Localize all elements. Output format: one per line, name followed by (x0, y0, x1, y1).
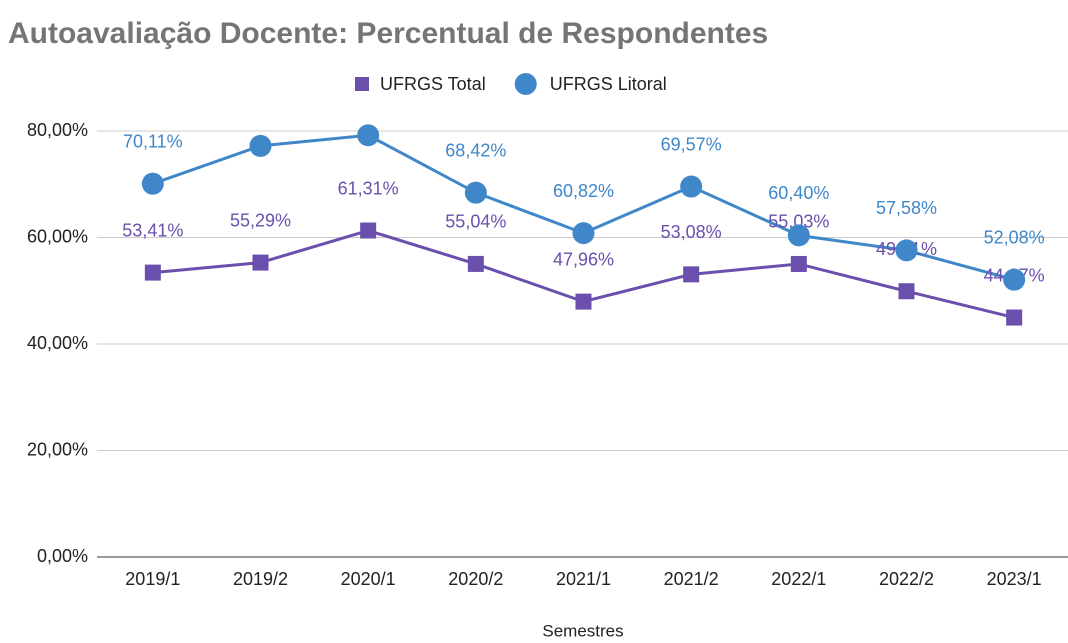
x-tick-label: 2021/1 (556, 569, 611, 589)
data-point (141, 172, 164, 195)
data-point (898, 283, 915, 300)
data-point (790, 255, 807, 272)
data-point (572, 222, 595, 245)
data-label: 55,29% (230, 210, 291, 230)
y-tick-label: 20,00% (27, 439, 88, 459)
y-tick-label: 80,00% (27, 120, 88, 140)
chart-title: Autoavaliação Docente: Percentual de Res… (8, 17, 768, 50)
data-label: 60,40% (768, 183, 829, 203)
data-label: 68,42% (445, 140, 506, 160)
data-point (683, 266, 700, 283)
data-label: 53,41% (122, 220, 183, 240)
legend-marker (514, 73, 537, 95)
data-label: 61,31% (338, 178, 399, 198)
x-tick-label: 2019/1 (125, 569, 180, 589)
legend-label: UFRGS Litoral (550, 74, 667, 94)
x-tick-label: 2022/1 (771, 569, 826, 589)
data-label: 47,96% (553, 249, 614, 269)
y-tick-label: 0,00% (37, 546, 88, 566)
legend-marker (355, 77, 369, 91)
legend-label: UFRGS Total (380, 74, 486, 94)
data-point (252, 254, 269, 271)
data-point (357, 124, 380, 147)
x-tick-label: 2019/2 (233, 569, 288, 589)
data-label: 52,08% (984, 227, 1045, 247)
x-tick-label: 2023/1 (987, 569, 1042, 589)
data-point (1003, 268, 1026, 291)
x-tick-label: 2022/2 (879, 569, 934, 589)
data-label: 55,04% (445, 212, 506, 232)
data-point (680, 175, 703, 198)
data-point (144, 264, 161, 281)
x-tick-label: 2020/1 (341, 569, 396, 589)
y-tick-label: 40,00% (27, 333, 88, 353)
data-point (787, 224, 810, 247)
data-point (895, 239, 918, 262)
data-label: 70,11% (123, 131, 183, 151)
data-point (575, 293, 592, 310)
data-label: 69,57% (661, 134, 722, 154)
x-tick-label: 2020/2 (448, 569, 503, 589)
data-point (467, 255, 484, 272)
data-point (464, 181, 487, 204)
y-tick-label: 60,00% (27, 226, 88, 246)
data-label: 53,08% (661, 222, 722, 242)
x-axis-label: Semestres (542, 621, 623, 640)
data-label: 55,03% (768, 212, 829, 232)
data-point (249, 134, 272, 157)
x-tick-label: 2021/2 (664, 569, 719, 589)
data-label: 57,58% (876, 198, 937, 218)
data-point (360, 222, 377, 239)
data-point (1006, 309, 1023, 326)
data-label: 60,82% (553, 181, 614, 201)
